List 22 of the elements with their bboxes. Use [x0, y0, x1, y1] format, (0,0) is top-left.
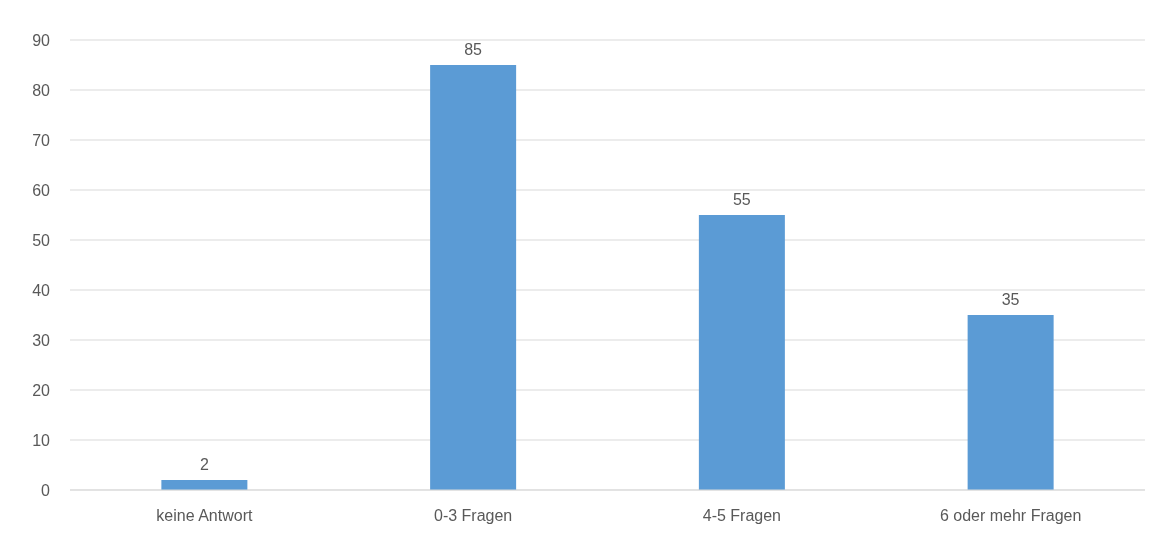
- x-tick-label: 0-3 Fragen: [433, 507, 513, 525]
- y-tick-label: 10: [32, 431, 51, 449]
- bar: [430, 65, 517, 490]
- x-tick-label: 6 oder mehr Fragen: [939, 507, 1082, 525]
- y-tick-label: 90: [32, 31, 51, 49]
- bar: [161, 480, 248, 490]
- data-label: 55: [732, 191, 751, 208]
- y-tick-label: 20: [32, 381, 51, 399]
- data-label: 2: [199, 456, 209, 473]
- y-tick-label: 40: [32, 281, 51, 299]
- data-label: 35: [1001, 291, 1020, 308]
- y-tick-label: 30: [32, 331, 51, 349]
- y-tick-label: 0: [41, 481, 51, 499]
- y-tick-label: 60: [32, 181, 51, 199]
- y-tick-label: 70: [32, 131, 51, 149]
- bar: [698, 215, 785, 490]
- x-tick-label: keine Antwort: [156, 507, 253, 525]
- data-label: 85: [464, 41, 483, 58]
- y-tick-label: 80: [32, 81, 51, 99]
- bar: [967, 315, 1054, 490]
- y-tick-label: 50: [32, 231, 51, 249]
- x-tick-label: 4-5 Fragen: [702, 507, 782, 525]
